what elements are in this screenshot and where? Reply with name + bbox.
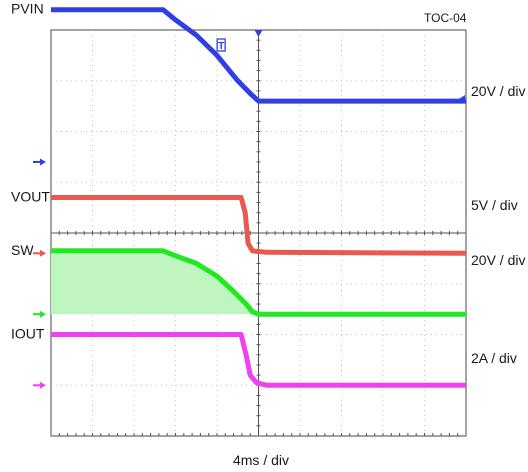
channel-scale-iout: 2A / div <box>471 350 517 366</box>
channel-label-pvin: PVIN <box>11 1 44 17</box>
trace-vout <box>51 195 467 256</box>
channel-scale-sw: 20V / div <box>471 252 525 268</box>
ground-arrow-icon <box>40 381 46 389</box>
channel-label-sw: SW <box>11 242 34 258</box>
channel-label-iout: IOUT <box>11 326 45 342</box>
trace-iout <box>51 332 466 388</box>
channel-scale-pvin: 20V / div <box>471 83 525 99</box>
channel-scale-vout: 5V / div <box>471 197 518 213</box>
waveform-traces <box>51 7 467 388</box>
trace-sw <box>51 248 466 317</box>
trigger-position-icon <box>216 38 226 52</box>
chart-title: TOC-04 <box>424 11 467 25</box>
ground-arrow-icon <box>40 249 46 257</box>
channel-labels: PVIN 20V / div VOUT 5V / div SW 20V / div IOUT… <box>11 1 525 366</box>
ground-markers: T <box>33 30 465 389</box>
offset-arrow-icon <box>459 95 465 103</box>
ground-arrow-icon <box>40 158 46 166</box>
trigger-marker-icon <box>254 30 263 37</box>
x-axis-label: 4ms / div <box>233 452 289 468</box>
trigger-position-label: T <box>218 41 224 52</box>
ground-arrow-icon <box>40 310 46 318</box>
graticule <box>50 29 467 437</box>
trace-fill-sw <box>51 250 466 315</box>
channel-label-vout: VOUT <box>11 188 50 204</box>
trace-pvin <box>51 7 466 104</box>
